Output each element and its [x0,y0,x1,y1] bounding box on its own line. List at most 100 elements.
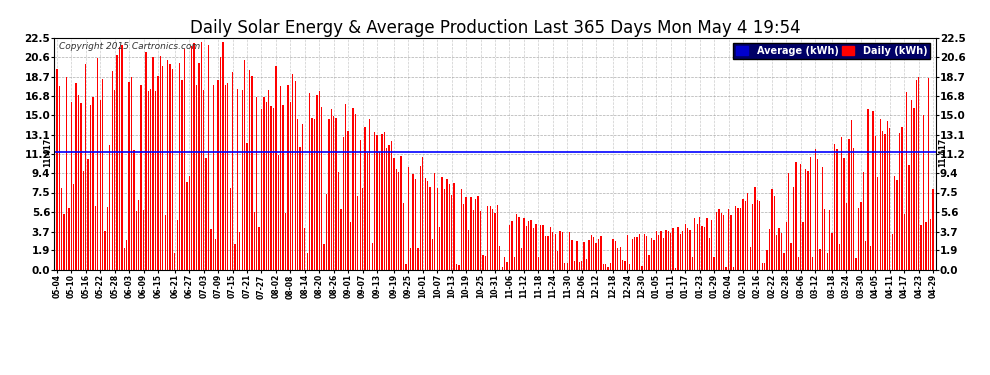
Bar [552,232,553,270]
Bar [923,115,925,270]
Bar [297,119,298,270]
Bar [865,241,866,270]
Bar [867,109,869,270]
Bar [154,91,156,270]
Bar [677,226,678,270]
Bar [126,240,128,270]
Bar [78,95,79,270]
Bar [157,76,158,270]
Bar [557,251,558,270]
Bar [738,208,739,270]
Bar [603,264,604,270]
Bar [186,182,187,270]
Bar [95,206,96,270]
Bar [630,264,631,270]
Bar [430,188,431,270]
Bar [526,226,527,270]
Text: 11.417: 11.417 [43,137,51,166]
Bar [744,201,746,270]
Bar [482,255,484,270]
Bar [549,226,551,270]
Bar [494,213,496,270]
Bar [860,202,861,270]
Text: Copyright 2015 Cartronics.com: Copyright 2015 Cartronics.com [58,42,200,51]
Bar [275,66,276,270]
Bar [442,177,443,270]
Bar [786,222,787,270]
Bar [918,77,920,270]
Bar [721,213,722,270]
Bar [451,195,452,270]
Bar [146,52,147,270]
Bar [191,46,192,270]
Bar [292,74,293,270]
Bar [331,109,332,270]
Bar [435,173,436,270]
Bar [807,171,809,270]
Bar [374,132,375,270]
Bar [235,244,236,270]
Bar [260,109,262,270]
Bar [771,189,772,270]
Bar [68,208,69,270]
Bar [660,231,661,270]
Bar [650,238,652,270]
Bar [798,256,799,270]
Bar [571,240,572,270]
Bar [764,263,765,270]
Bar [193,43,195,270]
Bar [408,166,409,270]
Bar [162,66,163,270]
Bar [820,249,821,270]
Bar [475,199,476,270]
Bar [747,192,748,270]
Bar [206,158,207,270]
Bar [803,222,804,270]
Bar [561,232,563,270]
Bar [841,137,842,270]
Bar [913,108,915,270]
Bar [333,116,335,270]
Bar [432,239,433,270]
Bar [899,133,900,270]
Bar [692,256,693,270]
Bar [516,214,518,270]
Bar [184,49,185,270]
Bar [528,221,530,270]
Bar [104,231,106,270]
Bar [425,178,426,270]
Bar [87,159,89,270]
Bar [179,63,180,270]
Bar [637,237,638,270]
Bar [295,81,296,270]
Bar [403,203,404,270]
Bar [736,206,737,270]
Bar [531,220,532,270]
Bar [663,238,664,270]
Bar [63,214,64,270]
Bar [181,80,183,270]
Bar [574,261,575,270]
Bar [420,166,421,270]
Bar [882,130,883,270]
Bar [761,263,763,270]
Bar [759,201,760,270]
Bar [472,210,474,270]
Bar [564,263,565,270]
Bar [458,265,459,270]
Bar [875,136,876,270]
Bar [612,239,614,270]
Bar [827,254,828,270]
Bar [203,90,204,270]
Bar [240,232,241,270]
Bar [121,45,123,270]
Bar [336,118,337,270]
Bar [321,107,323,270]
Bar [460,189,462,270]
Bar [933,189,934,270]
Bar [706,218,708,270]
Bar [242,90,243,270]
Bar [581,261,582,270]
Bar [845,203,847,270]
Bar [533,228,535,270]
